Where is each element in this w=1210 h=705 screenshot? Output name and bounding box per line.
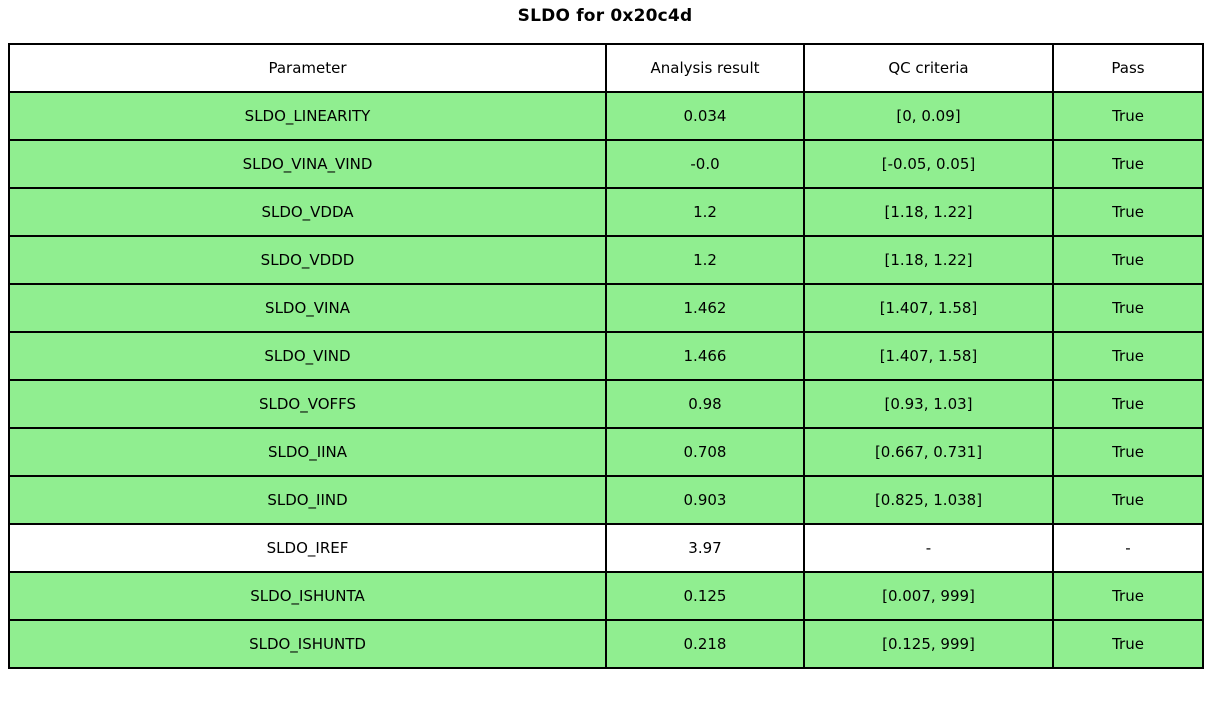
cell-qc-criteria: [0.007, 999] — [803, 571, 1054, 621]
cell-qc-criteria: [0.667, 0.731] — [803, 427, 1054, 477]
table-row: SLDO_IINA 0.708 [0.667, 0.731] True — [8, 427, 1204, 477]
cell-qc-criteria: [1.407, 1.58] — [803, 283, 1054, 333]
cell-qc-criteria: [0.93, 1.03] — [803, 379, 1054, 429]
cell-analysis-result: 0.98 — [605, 379, 805, 429]
cell-analysis-result: 1.462 — [605, 283, 805, 333]
cell-pass: True — [1052, 283, 1204, 333]
cell-qc-criteria: [0, 0.09] — [803, 91, 1054, 141]
column-header-parameter: Parameter — [8, 43, 607, 93]
table-header-row: Parameter Analysis result QC criteria Pa… — [8, 43, 1204, 93]
cell-analysis-result: 1.2 — [605, 187, 805, 237]
page-title: SLDO for 0x20c4d — [517, 6, 693, 26]
cell-pass: True — [1052, 379, 1204, 429]
cell-parameter: SLDO_VIND — [8, 331, 607, 381]
table-row: SLDO_VIND 1.466 [1.407, 1.58] True — [8, 331, 1204, 381]
cell-analysis-result: 0.903 — [605, 475, 805, 525]
cell-analysis-result: 1.466 — [605, 331, 805, 381]
cell-analysis-result: 3.97 — [605, 523, 805, 573]
column-header-analysis-result: Analysis result — [605, 43, 805, 93]
cell-analysis-result: 0.218 — [605, 619, 805, 669]
table-row: SLDO_IREF 3.97- - — [8, 523, 1204, 573]
qc-results-table: Parameter Analysis result QC criteria Pa… — [8, 43, 1204, 669]
cell-qc-criteria: [-0.05, 0.05] — [803, 139, 1054, 189]
cell-pass: True — [1052, 187, 1204, 237]
cell-qc-criteria: [0.125, 999] — [803, 619, 1054, 669]
cell-analysis-result: 0.708 — [605, 427, 805, 477]
cell-analysis-result: -0.0 — [605, 139, 805, 189]
cell-parameter: SLDO_IREF — [8, 523, 607, 573]
cell-qc-criteria: [0.825, 1.038] — [803, 475, 1054, 525]
cell-pass: True — [1052, 427, 1204, 477]
table-row: SLDO_VOFFS 0.98 [0.93, 1.03] True — [8, 379, 1204, 429]
table-row: SLDO_IIND 0.903 [0.825, 1.038] True — [8, 475, 1204, 525]
cell-parameter: SLDO_VDDD — [8, 235, 607, 285]
table-row: SLDO_VDDA 1.2 [1.18, 1.22] True — [8, 187, 1204, 237]
cell-analysis-result: 0.034 — [605, 91, 805, 141]
cell-pass: - — [1052, 523, 1204, 573]
cell-pass: True — [1052, 619, 1204, 669]
cell-parameter: SLDO_ISHUNTA — [8, 571, 607, 621]
cell-pass: True — [1052, 331, 1204, 381]
cell-qc-criteria: [1.18, 1.22] — [803, 187, 1054, 237]
cell-qc-criteria: [1.18, 1.22] — [803, 235, 1054, 285]
cell-pass: True — [1052, 91, 1204, 141]
cell-parameter: SLDO_VINA_VIND — [8, 139, 607, 189]
table-row: SLDO_VINA 1.462 [1.407, 1.58] True — [8, 283, 1204, 333]
cell-parameter: SLDO_LINEARITY — [8, 91, 607, 141]
table-row: SLDO_LINEARITY 0.034 [0, 0.09] True — [8, 91, 1204, 141]
cell-parameter: SLDO_ISHUNTD — [8, 619, 607, 669]
table-row: SLDO_VINA_VIND -0.0 [-0.05, 0.05] True — [8, 139, 1204, 189]
cell-pass: True — [1052, 235, 1204, 285]
cell-pass: True — [1052, 571, 1204, 621]
cell-parameter: SLDO_VOFFS — [8, 379, 607, 429]
cell-pass: True — [1052, 475, 1204, 525]
cell-parameter: SLDO_IIND — [8, 475, 607, 525]
column-header-qc-criteria: QC criteria — [803, 43, 1054, 93]
cell-analysis-result: 0.125 — [605, 571, 805, 621]
table-row: SLDO_ISHUNTD 0.218 [0.125, 999] True — [8, 619, 1204, 669]
table-row: SLDO_ISHUNTA 0.125 [0.007, 999] True — [8, 571, 1204, 621]
cell-parameter: SLDO_IINA — [8, 427, 607, 477]
cell-pass: True — [1052, 139, 1204, 189]
column-header-pass: Pass — [1052, 43, 1204, 93]
cell-parameter: SLDO_VDDA — [8, 187, 607, 237]
table-row: SLDO_VDDD 1.2 [1.18, 1.22] True — [8, 235, 1204, 285]
cell-qc-criteria: [1.407, 1.58] — [803, 331, 1054, 381]
table-body: SLDO_LINEARITY 0.034 [0, 0.09] True SLDO_VIN… — [8, 91, 1204, 669]
cell-qc-criteria: - — [803, 523, 1054, 573]
cell-analysis-result: 1.2 — [605, 235, 805, 285]
cell-parameter: SLDO_VINA — [8, 283, 607, 333]
